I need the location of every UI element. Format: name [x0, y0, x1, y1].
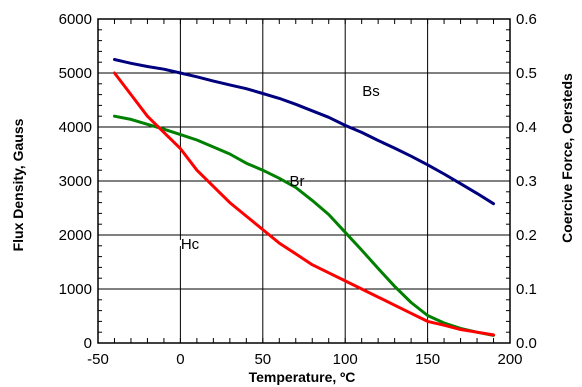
x-tick-label: 150	[415, 351, 440, 368]
series-label-bs: Bs	[362, 83, 380, 100]
x-tick-label: 0	[176, 351, 184, 368]
y-left-tick-label: 5000	[59, 65, 92, 82]
x-axis-title: Temperature, ºC	[249, 369, 356, 385]
y-left-tick-label: 2000	[59, 227, 92, 244]
x-tick-label: 50	[254, 351, 271, 368]
grid	[98, 19, 510, 343]
labels-layer: -50 0 50 100 150 2000100020003000400050006000…	[59, 11, 537, 368]
series-label-br: Br	[290, 173, 305, 190]
y-left-tick-label: 3000	[59, 173, 92, 190]
series-line-bs	[113, 58, 495, 206]
y-right-tick-label: 0.3	[516, 173, 537, 190]
series-line-br	[113, 114, 495, 337]
y-right-tick-label: 0.0	[516, 335, 537, 352]
y-axis-right-title: Coercive Force, Oersteds	[559, 73, 575, 243]
y-left-tick-label: 4000	[59, 119, 92, 136]
y-left-tick-label: 1000	[59, 281, 92, 298]
y-left-tick-label: 6000	[59, 11, 92, 28]
y-right-tick-label: 0.5	[516, 65, 537, 82]
y-right-tick-label: 0.2	[516, 227, 537, 244]
x-tick-label: -50	[87, 351, 109, 368]
x-tick-label: 100	[333, 351, 358, 368]
y-axis-left-title: Flux Density, Gauss	[10, 118, 26, 251]
series-line-hc	[113, 71, 495, 337]
y-right-tick-label: 0.6	[516, 11, 537, 28]
plot-frame	[97, 18, 511, 344]
series-layer	[113, 58, 495, 337]
y-left-tick-label: 0	[84, 335, 92, 352]
x-tick-label: 200	[497, 351, 522, 368]
series-label-hc: Hc	[181, 236, 200, 253]
y-right-tick-label: 0.1	[516, 281, 537, 298]
y-right-tick-label: 0.4	[516, 119, 537, 136]
